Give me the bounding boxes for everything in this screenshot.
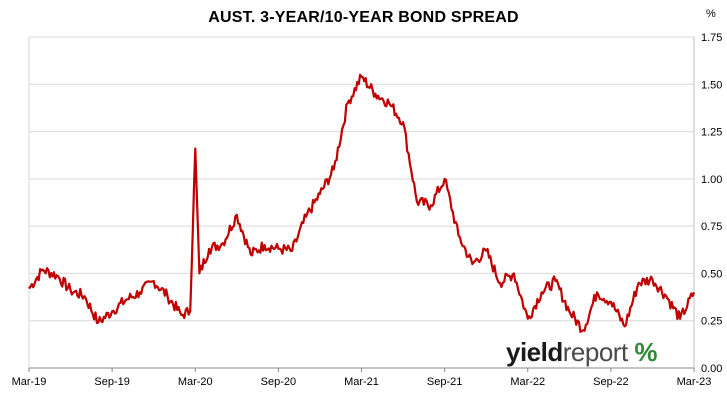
y-tick-label: 0.25: [701, 316, 722, 328]
logo-yield-text: yield: [506, 337, 563, 367]
chart-title: AUST. 3-YEAR/10-YEAR BOND SPREAD: [208, 9, 519, 26]
x-tick-label: Sep-20: [261, 376, 296, 388]
x-tick-label: Mar-20: [178, 376, 213, 388]
x-tick-label: Sep-21: [427, 376, 462, 388]
logo-report-text: report: [562, 337, 628, 367]
x-tick-label: Mar-23: [677, 376, 712, 388]
logo-percent-icon: %: [634, 337, 658, 367]
y-unit-label: %: [706, 8, 716, 20]
x-tick-label: Mar-19: [12, 376, 47, 388]
x-tick-label: Sep-19: [94, 376, 129, 388]
y-tick-labels: 0.00 0.25 0.50 0.75 1.00 1.25 1.50 1.75: [701, 32, 722, 375]
y-tick-label: 1.25: [701, 127, 722, 139]
yieldreport-logo: yieldreport %: [506, 337, 658, 368]
y-tick-label: 1.50: [701, 79, 722, 91]
x-tick-label: Sep-22: [593, 376, 628, 388]
y-tick-label: 1.00: [701, 174, 722, 186]
y-tick-label: 0.50: [701, 268, 722, 280]
gridlines: [29, 36, 694, 322]
axes: [28, 36, 695, 372]
y-tick-label: 0.75: [701, 221, 722, 233]
x-tick-labels: Mar-19 Sep-19 Mar-20 Sep-20 Mar-21 Sep-21 Mar-…: [12, 376, 712, 388]
spread-series-line: [28, 73, 696, 333]
series-group: [28, 73, 696, 333]
x-tick-label: Mar-22: [510, 376, 545, 388]
x-tick-label: Mar-21: [344, 376, 379, 388]
y-tick-label: 0.00: [701, 363, 722, 375]
y-tick-label: 1.75: [701, 32, 722, 44]
